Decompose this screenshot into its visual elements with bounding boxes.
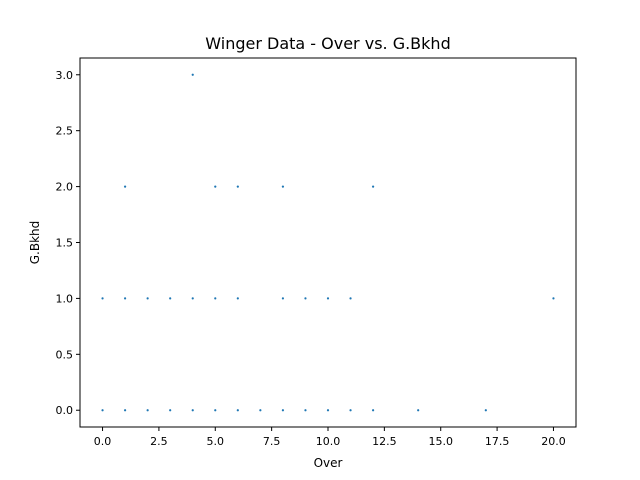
- x-axis: 0.0 2.5 5.0 7.5 10.0 12.5 15.0 17.5 20.0: [94, 427, 566, 448]
- data-point: [123, 185, 127, 188]
- data-point: [281, 409, 285, 412]
- data-point: [214, 185, 217, 188]
- data-point: [417, 409, 420, 412]
- data-point: [214, 409, 217, 412]
- x-tick-label: 10.0: [316, 435, 341, 448]
- x-tick-label: 7.5: [263, 435, 281, 448]
- data-point: [146, 409, 149, 412]
- data-point: [326, 297, 330, 300]
- chart-title: Winger Data - Over vs. G.Bkhd: [205, 34, 450, 53]
- x-tick-label: 2.5: [150, 435, 168, 448]
- y-tick-label: 0.5: [56, 348, 74, 361]
- data-point: [146, 297, 149, 300]
- data-points: [101, 73, 555, 412]
- data-point: [191, 297, 194, 300]
- x-tick-label: 12.5: [372, 435, 397, 448]
- y-axis: 0.0 0.5 1.0 1.5 2.0 2.5 3.0: [56, 69, 80, 417]
- y-tick-label: 3.0: [56, 69, 74, 82]
- data-point: [552, 297, 555, 300]
- data-point: [281, 297, 285, 300]
- data-point: [371, 185, 375, 188]
- x-tick-label: 20.0: [541, 435, 566, 448]
- plot-area: [79, 57, 577, 428]
- y-axis-label: G.Bkhd: [28, 221, 42, 265]
- y-tick-label: 1.5: [56, 237, 74, 250]
- y-tick-label: 2.5: [56, 125, 74, 138]
- data-point: [236, 185, 239, 188]
- data-point: [371, 409, 375, 412]
- data-point: [169, 297, 172, 300]
- data-point: [123, 409, 127, 412]
- y-tick-label: 1.0: [56, 292, 74, 305]
- x-axis-label: Over: [314, 456, 343, 470]
- data-point: [349, 409, 352, 412]
- data-point: [191, 73, 194, 76]
- data-point: [236, 297, 239, 300]
- data-point: [349, 297, 352, 300]
- data-point: [304, 409, 307, 412]
- data-point: [101, 297, 104, 300]
- data-point: [214, 297, 217, 300]
- data-point: [304, 297, 307, 300]
- x-tick-label: 17.5: [485, 435, 510, 448]
- data-point: [259, 409, 262, 412]
- data-point: [281, 185, 285, 188]
- data-point: [236, 409, 239, 412]
- data-point: [123, 297, 127, 300]
- x-tick-label: 15.0: [428, 435, 453, 448]
- x-tick-label: 0.0: [94, 435, 112, 448]
- y-tick-label: 2.0: [56, 181, 74, 194]
- data-point: [169, 409, 172, 412]
- data-point: [484, 409, 487, 412]
- data-point: [326, 409, 330, 412]
- data-point: [101, 409, 104, 412]
- y-tick-label: 0.0: [56, 404, 74, 417]
- x-tick-label: 5.0: [207, 435, 225, 448]
- data-point: [191, 409, 194, 412]
